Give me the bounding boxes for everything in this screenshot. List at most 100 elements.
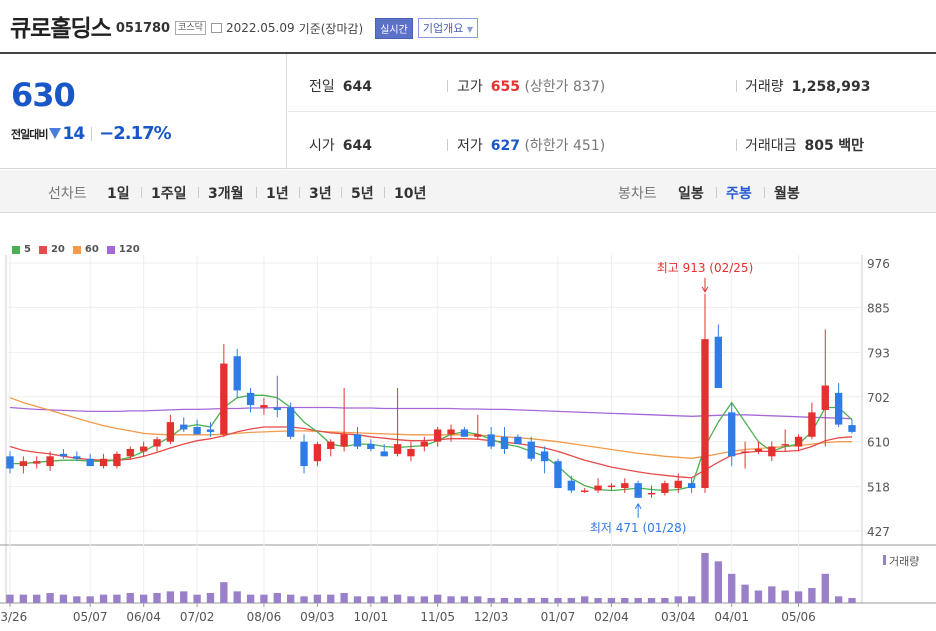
volume-bar <box>554 598 562 603</box>
candle-body <box>367 444 375 449</box>
tab-line-3y[interactable]: 3년 <box>309 186 332 202</box>
candle-body <box>327 441 335 449</box>
company-overview-dropdown[interactable]: 기업개요 ▼ <box>417 18 478 38</box>
candle-body <box>193 427 201 435</box>
candle-body <box>768 446 776 457</box>
candle-body <box>353 434 362 447</box>
candle-body <box>848 425 856 432</box>
tab-candle-daily[interactable]: 일봉 <box>678 186 704 202</box>
candle-body <box>701 339 709 489</box>
volume-bar <box>500 598 509 603</box>
legend-label: 5 <box>24 244 31 255</box>
candle-body <box>540 451 549 462</box>
volume-value: 1,258,993 <box>791 79 871 95</box>
volume-bar <box>754 590 763 603</box>
legend-swatch <box>12 246 20 254</box>
volume-bar <box>687 596 696 603</box>
candle-body <box>607 485 616 488</box>
candle-body <box>273 407 281 410</box>
divider <box>341 187 342 198</box>
tab-candle-weekly[interactable]: 주봉 <box>726 186 752 202</box>
volume-bar <box>634 598 642 603</box>
divider <box>736 80 737 92</box>
volume-bar <box>661 598 669 603</box>
volume-bar <box>393 594 402 603</box>
volume-bar <box>714 561 723 603</box>
divider <box>198 187 199 198</box>
tab-candle-monthly[interactable]: 월봉 <box>774 186 800 202</box>
legend-item: 20 <box>38 244 65 255</box>
volume-bar <box>581 596 589 603</box>
change-percent: −2.17% <box>99 123 172 144</box>
candle-body <box>6 456 14 469</box>
candle-body <box>460 429 469 437</box>
tab-line-1d[interactable]: 1일 <box>107 186 130 202</box>
candle-body <box>821 385 829 410</box>
x-tick-label: 09/03 <box>300 610 335 624</box>
candle-body <box>260 405 268 408</box>
candle-body <box>514 436 522 445</box>
volume-bar <box>741 584 749 603</box>
volume-bar <box>6 594 14 603</box>
ma20-line <box>9 426 853 479</box>
tab-line-1y[interactable]: 1년 <box>266 186 289 202</box>
candle-chart-label: 봉차트 <box>618 186 657 202</box>
candle-body <box>220 363 228 435</box>
candle-body <box>741 451 749 453</box>
price-change: 전일대비 14 −2.17% <box>11 123 172 144</box>
tab-line-5y[interactable]: 5년 <box>351 186 374 202</box>
tab-line-1w[interactable]: 1주일 <box>151 186 187 202</box>
volume-bar <box>19 594 28 603</box>
realtime-button[interactable]: 실시간 <box>375 17 413 39</box>
volume-bar <box>46 593 54 603</box>
candle-body <box>500 436 509 449</box>
candle-body <box>180 424 188 430</box>
candle-body <box>474 434 482 437</box>
volume-bar <box>139 594 148 603</box>
candle-body <box>380 451 388 457</box>
x-tick-label: 04/01 <box>714 610 749 624</box>
candle-body <box>59 453 68 457</box>
candle-body <box>794 436 803 447</box>
prev-close-value: 644 <box>342 79 372 95</box>
volume-bar <box>540 598 549 603</box>
divider <box>256 187 257 198</box>
low-value: 627 <box>490 138 520 154</box>
volume-bar <box>180 591 188 603</box>
divider <box>447 139 448 151</box>
volume-bar <box>514 598 522 603</box>
y-tick-label: 610 <box>867 436 890 450</box>
volume-bar <box>193 594 201 603</box>
volume-bar <box>848 598 856 603</box>
x-tick-label: 10/01 <box>354 610 389 624</box>
ma120-line <box>9 406 853 420</box>
tab-line-10y[interactable]: 10년 <box>394 186 427 202</box>
volume-bar <box>821 573 829 603</box>
ma60-line <box>9 397 852 459</box>
volume-bar <box>460 596 469 603</box>
divider <box>141 187 142 198</box>
divider <box>299 187 300 198</box>
change-amount: 14 <box>62 123 85 144</box>
low-arrow-head <box>634 502 642 510</box>
divider <box>764 187 765 198</box>
candle-body <box>687 483 696 489</box>
candle-body <box>674 480 682 489</box>
x-tick-label: 03/26 <box>0 610 27 624</box>
quote-panel: 630 전일대비 14 −2.17% 전일 644 시가 644 고가 655 (상한… <box>0 52 936 169</box>
company-overview-label: 기업개요 <box>422 22 464 35</box>
ma-legend: 5 20 60 120 <box>12 244 148 255</box>
volume-bar <box>313 594 322 603</box>
candle-body <box>86 458 94 467</box>
candle-body <box>527 441 535 459</box>
volume-bar <box>353 596 362 603</box>
volume-bar <box>474 596 482 603</box>
quote-basis: 기준(장마감) <box>298 21 364 36</box>
tab-line-3m[interactable]: 3개월 <box>208 186 244 202</box>
y-tick-label: 702 <box>867 391 890 405</box>
open-price: 시가 644 <box>309 135 372 155</box>
divider <box>91 126 93 141</box>
candle-body <box>206 429 215 432</box>
candle-body <box>46 456 54 467</box>
candle-body <box>19 461 28 467</box>
